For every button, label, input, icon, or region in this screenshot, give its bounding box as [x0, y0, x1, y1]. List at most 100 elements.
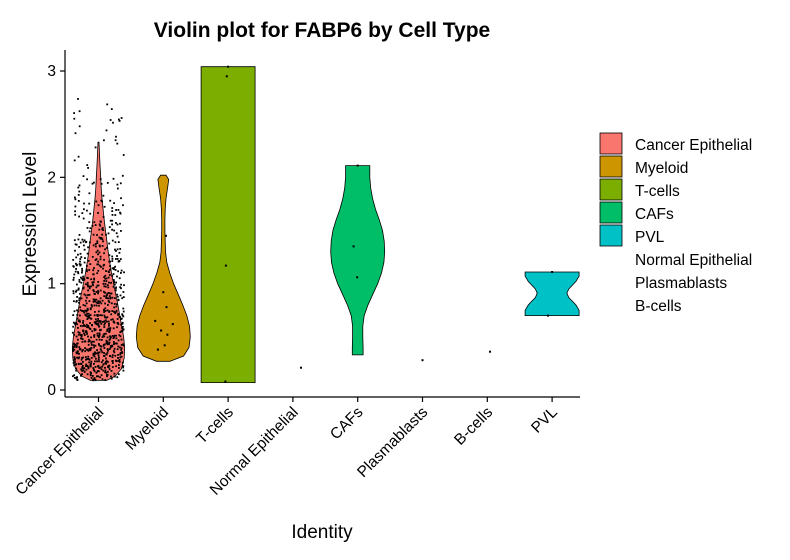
data-point [109, 346, 112, 349]
data-point [122, 307, 125, 310]
data-point [84, 350, 87, 353]
data-point [80, 334, 83, 336]
data-point [99, 376, 101, 379]
data-point [121, 327, 123, 329]
data-point [87, 349, 90, 352]
data-point [108, 324, 110, 327]
data-point [104, 274, 107, 277]
data-point [119, 294, 122, 297]
data-point [81, 267, 83, 270]
data-point [110, 108, 113, 110]
data-point [118, 364, 120, 366]
data-point [72, 346, 75, 349]
data-point [97, 253, 99, 256]
data-point [97, 284, 100, 287]
data-point [80, 325, 82, 327]
data-point [73, 363, 76, 366]
data-point [75, 363, 77, 365]
data-point [93, 181, 95, 184]
data-point [99, 178, 102, 181]
data-point [98, 351, 101, 354]
data-point [92, 244, 95, 247]
data-point [88, 230, 91, 233]
data-point [84, 347, 86, 349]
data-point [96, 360, 98, 363]
data-point [95, 371, 98, 374]
x-tick-label: Cancer Epithelial [12, 404, 107, 499]
x-tick-label: T-cells [193, 404, 237, 448]
data-point [79, 264, 82, 267]
data-point [122, 361, 124, 364]
data-point [106, 374, 108, 376]
data-point [120, 230, 122, 232]
data-point [99, 314, 101, 317]
data-point [73, 343, 76, 346]
data-point [112, 327, 115, 330]
data-point [121, 313, 124, 316]
data-point [108, 242, 111, 245]
data-point [103, 323, 106, 326]
data-point [97, 212, 99, 214]
data-point [421, 359, 424, 362]
data-point [78, 280, 81, 283]
data-point [89, 307, 92, 310]
data-point [77, 338, 79, 341]
data-point [94, 344, 97, 347]
data-point [93, 328, 96, 330]
data-point [83, 332, 85, 335]
data-point [122, 365, 125, 367]
data-point [551, 271, 554, 273]
data-point [91, 283, 94, 286]
data-point [74, 358, 76, 361]
data-point [110, 377, 113, 380]
data-point [116, 376, 119, 379]
data-point [112, 121, 114, 124]
data-point [104, 322, 106, 325]
data-point [113, 280, 115, 282]
data-point [113, 321, 116, 324]
data-point [91, 324, 93, 326]
data-point [117, 323, 120, 326]
data-point [118, 120, 121, 122]
data-point [83, 208, 85, 211]
data-point [81, 340, 84, 343]
data-point [113, 334, 116, 337]
data-point [116, 303, 118, 306]
data-point [76, 342, 79, 345]
data-point [73, 376, 76, 379]
data-point [85, 299, 87, 302]
data-point [89, 227, 92, 230]
data-point [85, 268, 88, 271]
data-point [122, 154, 125, 156]
data-point [97, 351, 99, 354]
data-point [93, 363, 95, 365]
data-point [85, 358, 87, 361]
data-point [72, 350, 74, 352]
data-point [122, 325, 124, 328]
data-point [109, 119, 112, 121]
data-point [89, 371, 92, 374]
data-point [104, 366, 106, 369]
data-point [119, 335, 122, 338]
data-point [115, 286, 117, 289]
data-point [99, 329, 101, 332]
data-point [103, 139, 105, 142]
data-point [99, 297, 102, 300]
data-point [96, 242, 99, 244]
data-point [72, 321, 75, 324]
data-point [96, 375, 98, 378]
data-point [99, 220, 102, 223]
data-point [79, 309, 82, 312]
data-point [80, 337, 82, 340]
data-point [90, 278, 93, 281]
data-point [93, 377, 96, 379]
data-point [82, 365, 84, 367]
data-point [116, 142, 119, 145]
data-point [84, 309, 87, 312]
data-point [96, 315, 99, 317]
data-point [80, 297, 83, 300]
data-point [86, 209, 88, 212]
data-point [109, 199, 112, 202]
data-point [115, 309, 118, 312]
